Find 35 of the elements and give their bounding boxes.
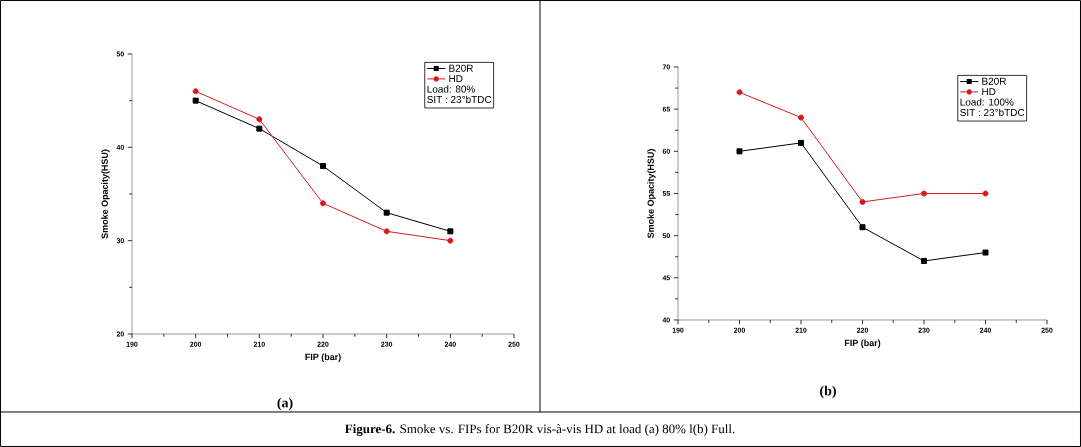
point <box>192 97 199 104</box>
point <box>320 200 327 207</box>
point <box>921 190 928 197</box>
point <box>859 224 866 231</box>
point <box>982 190 989 197</box>
legend-label: HD <box>982 88 996 96</box>
annotation: SIT : 23°bTDC <box>427 95 492 103</box>
point <box>736 148 743 155</box>
legend-label: B20R <box>982 77 1006 85</box>
x-axis-title: FIP (bar) <box>305 353 341 362</box>
point <box>736 89 743 96</box>
text: (a) <box>277 397 293 411</box>
point <box>320 162 327 169</box>
point <box>798 139 805 146</box>
point <box>447 228 454 235</box>
point <box>982 249 989 256</box>
text: (b) <box>820 385 836 399</box>
point <box>383 209 390 216</box>
legend-label: B20R <box>449 64 473 72</box>
y-axis-title: Smoke Opacity(HSU) <box>647 149 656 239</box>
legend-label: HD <box>449 75 463 83</box>
point <box>256 116 263 123</box>
point <box>798 114 805 121</box>
point <box>447 237 454 244</box>
point <box>192 88 199 95</box>
y-axis-title: Smoke Opacity(HSU) <box>101 149 110 239</box>
annotation: Load: 100% <box>960 98 1014 106</box>
point <box>256 125 263 132</box>
annotation: SIT : 23°bTDC <box>960 108 1025 116</box>
point <box>859 198 866 205</box>
point <box>383 228 390 235</box>
x-axis-title: FIP (bar) <box>844 339 881 348</box>
text: Figure-6. Smoke vs. FIPs for B20R vis-à-vis HD at load (a) 80% l(b) Full. <box>345 423 735 436</box>
point <box>921 257 928 264</box>
annotation: Load: 80% <box>427 85 475 93</box>
